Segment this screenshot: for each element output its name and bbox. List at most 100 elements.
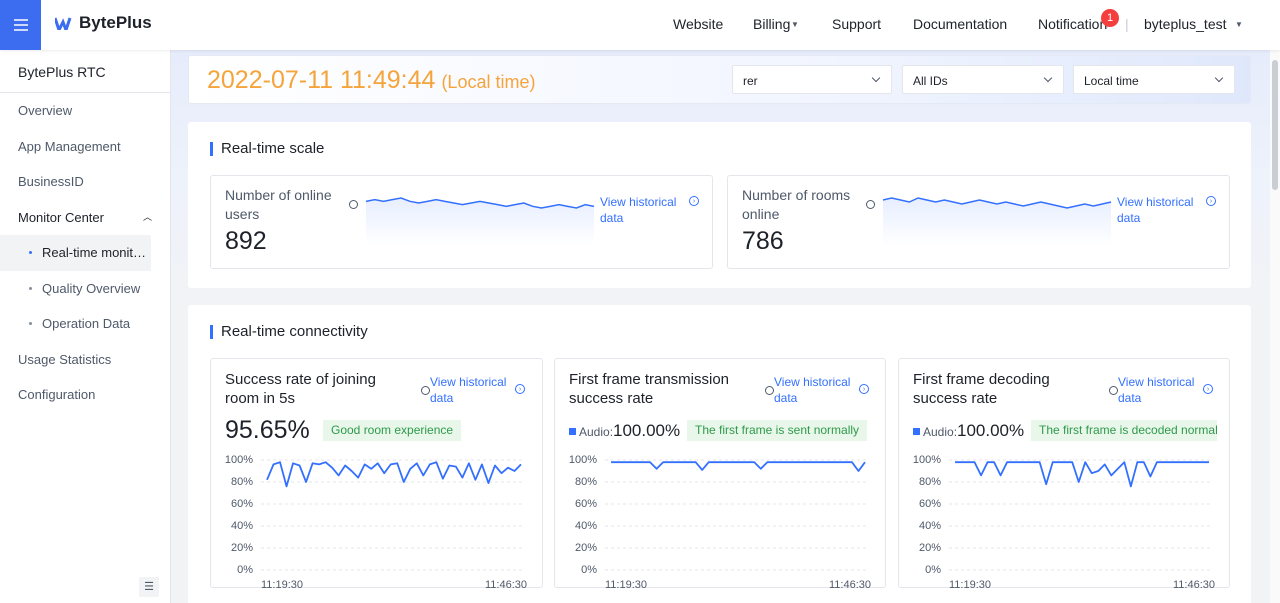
- nav-item[interactable]: Configuration: [18, 387, 96, 402]
- section-title: Real-time scale: [210, 141, 324, 156]
- timezone-select[interactable]: Local time: [1073, 65, 1235, 94]
- rate-value: 100.00%: [957, 421, 1025, 440]
- info-icon: [349, 200, 358, 209]
- product-name: BytePlus RTC: [0, 50, 170, 93]
- y-tick-label: 40%: [231, 520, 253, 532]
- sparkline-line: [882, 197, 1112, 209]
- history-link[interactable]: View historical data: [1117, 195, 1194, 225]
- toolbar: 2022-07-11 11:49:44 (Local time) rer All …: [188, 55, 1251, 104]
- y-tick-label: 100%: [913, 454, 941, 466]
- line-chart: 0% 20% 40% 60% 80% 100% 11:19:30 11:46:30: [569, 454, 871, 591]
- collapse-sidebar[interactable]: ☰: [139, 577, 159, 597]
- link-icon[interactable]: ›: [859, 384, 869, 394]
- rate-value: 100.00%: [613, 421, 681, 440]
- history-link[interactable]: View historical data: [430, 375, 507, 405]
- nav-link[interactable]: Support: [832, 16, 882, 32]
- link-icon[interactable]: ›: [1203, 384, 1213, 394]
- y-tick-label: 60%: [231, 498, 253, 510]
- brand-name: BytePlus: [79, 13, 152, 32]
- history-link[interactable]: View historical data: [774, 375, 851, 405]
- y-tick-label: 80%: [919, 476, 941, 488]
- rate-value: 95.65%: [225, 416, 310, 444]
- x-tick-label: 11:46:30: [485, 579, 527, 591]
- nav-item[interactable]: Usage Statistics: [18, 351, 112, 367]
- brand[interactable]: BytePlus: [55, 13, 152, 33]
- nav-link[interactable]: Website: [673, 16, 724, 32]
- nav-item[interactable]: Operation Data: [0, 306, 170, 342]
- nav-item[interactable]: Real-time monitoring: [0, 235, 151, 271]
- line-chart: 0% 20% 40% 60% 80% 100% 11:19:30 11:46:30: [913, 454, 1215, 591]
- app-select[interactable]: rer: [732, 65, 892, 94]
- menu-icon: [13, 19, 28, 31]
- scale-panel: Real-time scale Number of online users 89…: [188, 122, 1251, 288]
- y-tick-label: 20%: [919, 542, 941, 554]
- rate-card: First frame decoding success rate View hi…: [898, 358, 1230, 591]
- history-link[interactable]: View historical data: [1118, 375, 1195, 405]
- y-tick-label: 0%: [237, 564, 253, 576]
- rate-line: [266, 461, 522, 488]
- y-tick-label: 0%: [925, 564, 941, 576]
- y-tick-label: 0%: [581, 564, 597, 576]
- y-tick-label: 80%: [231, 476, 253, 488]
- time-value: 2022-07-11 11:49:44: [207, 66, 436, 94]
- card-title: Success rate of joining room in 5s: [225, 371, 376, 407]
- metric-card: Number of online users 892 View historical…: [210, 175, 713, 269]
- y-tick-label: 60%: [575, 498, 597, 510]
- time-note: (Local time): [441, 72, 536, 92]
- connectivity-panel: Real-time connectivity Success rate of j…: [188, 305, 1251, 603]
- sparkline-area: [366, 198, 594, 246]
- y-tick-label: 100%: [225, 454, 253, 466]
- info-icon: [421, 386, 430, 395]
- y-tick-label: 60%: [919, 498, 941, 510]
- rate-line: [611, 461, 866, 472]
- nav-link[interactable]: Notifications: [1038, 16, 1108, 32]
- link-icon[interactable]: ›: [689, 196, 699, 206]
- legend-label: Audio:: [923, 425, 958, 439]
- nav-item[interactable]: Quality Overview: [0, 271, 170, 307]
- dropdown-arrow: ▼: [1235, 20, 1243, 29]
- sparkline: [882, 197, 1112, 246]
- user-menu[interactable]: byteplus_test: [1144, 16, 1227, 32]
- y-tick-label: 40%: [575, 520, 597, 532]
- metric-value: 786: [742, 227, 784, 255]
- y-tick-label: 100%: [569, 454, 597, 466]
- header: BytePlus Website Billing ▼ Support Docum…: [0, 0, 1280, 50]
- id-select[interactable]: All IDs: [902, 65, 1064, 94]
- history-link[interactable]: View historical data: [600, 195, 677, 225]
- status-tag: The first frame is sent normally: [687, 420, 868, 441]
- card-title: First frame decoding success rate: [913, 371, 1050, 407]
- menu-button[interactable]: [0, 0, 41, 50]
- main: 2022-07-11 11:49:44 (Local time) rer All …: [171, 50, 1270, 603]
- metric-label: Number of online users: [225, 187, 332, 222]
- current-time: 2022-07-11 11:49:44 (Local time): [207, 66, 535, 95]
- nav-item[interactable]: BusinessID: [18, 174, 84, 189]
- sparkline: [365, 197, 595, 246]
- link-icon[interactable]: ›: [515, 384, 525, 394]
- x-tick-label: 11:19:30: [605, 579, 647, 591]
- status-tag: Good room experience: [323, 420, 462, 441]
- nav-item[interactable]: App Management: [18, 138, 121, 154]
- rate-card: First frame transmission success rate Vie…: [554, 358, 886, 591]
- brand-logo: [55, 17, 72, 30]
- divider: |: [1125, 16, 1129, 32]
- status-tag: The first frame is decoded normally: [1031, 420, 1217, 441]
- nav-link[interactable]: Documentation: [913, 16, 1008, 32]
- sparkline-line: [365, 197, 595, 209]
- x-tick-label: 11:46:30: [1173, 579, 1215, 591]
- nav-group[interactable]: Monitor Center ︿: [0, 200, 170, 236]
- nav-link[interactable]: Billing: [753, 16, 791, 32]
- legend-label: Audio:: [579, 425, 614, 439]
- scroll-thumb[interactable]: [1272, 60, 1278, 190]
- link-icon[interactable]: ›: [1206, 196, 1216, 206]
- rate-line: [955, 461, 1209, 488]
- legend-swatch: [569, 428, 576, 435]
- nav-item[interactable]: Overview: [18, 103, 73, 118]
- x-tick-label: 11:19:30: [949, 579, 991, 591]
- y-tick-label: 40%: [919, 520, 941, 532]
- sidebar: BytePlus RTC Overview App Management Bus…: [0, 50, 171, 603]
- dropdown-arrow: ▼: [791, 20, 799, 29]
- y-tick-label: 20%: [575, 542, 597, 554]
- rate-card: Success rate of joining room in 5s View h…: [210, 358, 543, 591]
- y-tick-label: 80%: [575, 476, 597, 488]
